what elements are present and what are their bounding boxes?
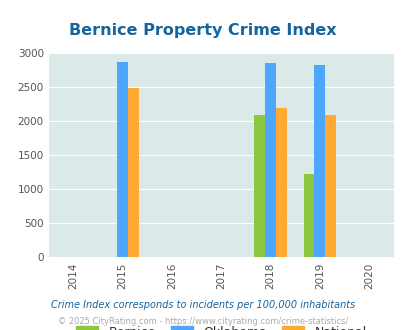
Bar [303, 174, 314, 257]
Bar [314, 65, 324, 257]
Text: Bernice Property Crime Index: Bernice Property Crime Index [69, 23, 336, 38]
Bar [264, 63, 275, 257]
Bar [254, 115, 264, 257]
Bar [117, 62, 128, 257]
Bar [128, 87, 139, 257]
Text: Crime Index corresponds to incidents per 100,000 inhabitants: Crime Index corresponds to incidents per… [51, 300, 354, 310]
Bar [275, 108, 286, 257]
Bar [324, 115, 335, 257]
Text: © 2025 CityRating.com - https://www.cityrating.com/crime-statistics/: © 2025 CityRating.com - https://www.city… [58, 317, 347, 326]
Legend: Bernice, Oklahoma, National: Bernice, Oklahoma, National [70, 321, 371, 330]
